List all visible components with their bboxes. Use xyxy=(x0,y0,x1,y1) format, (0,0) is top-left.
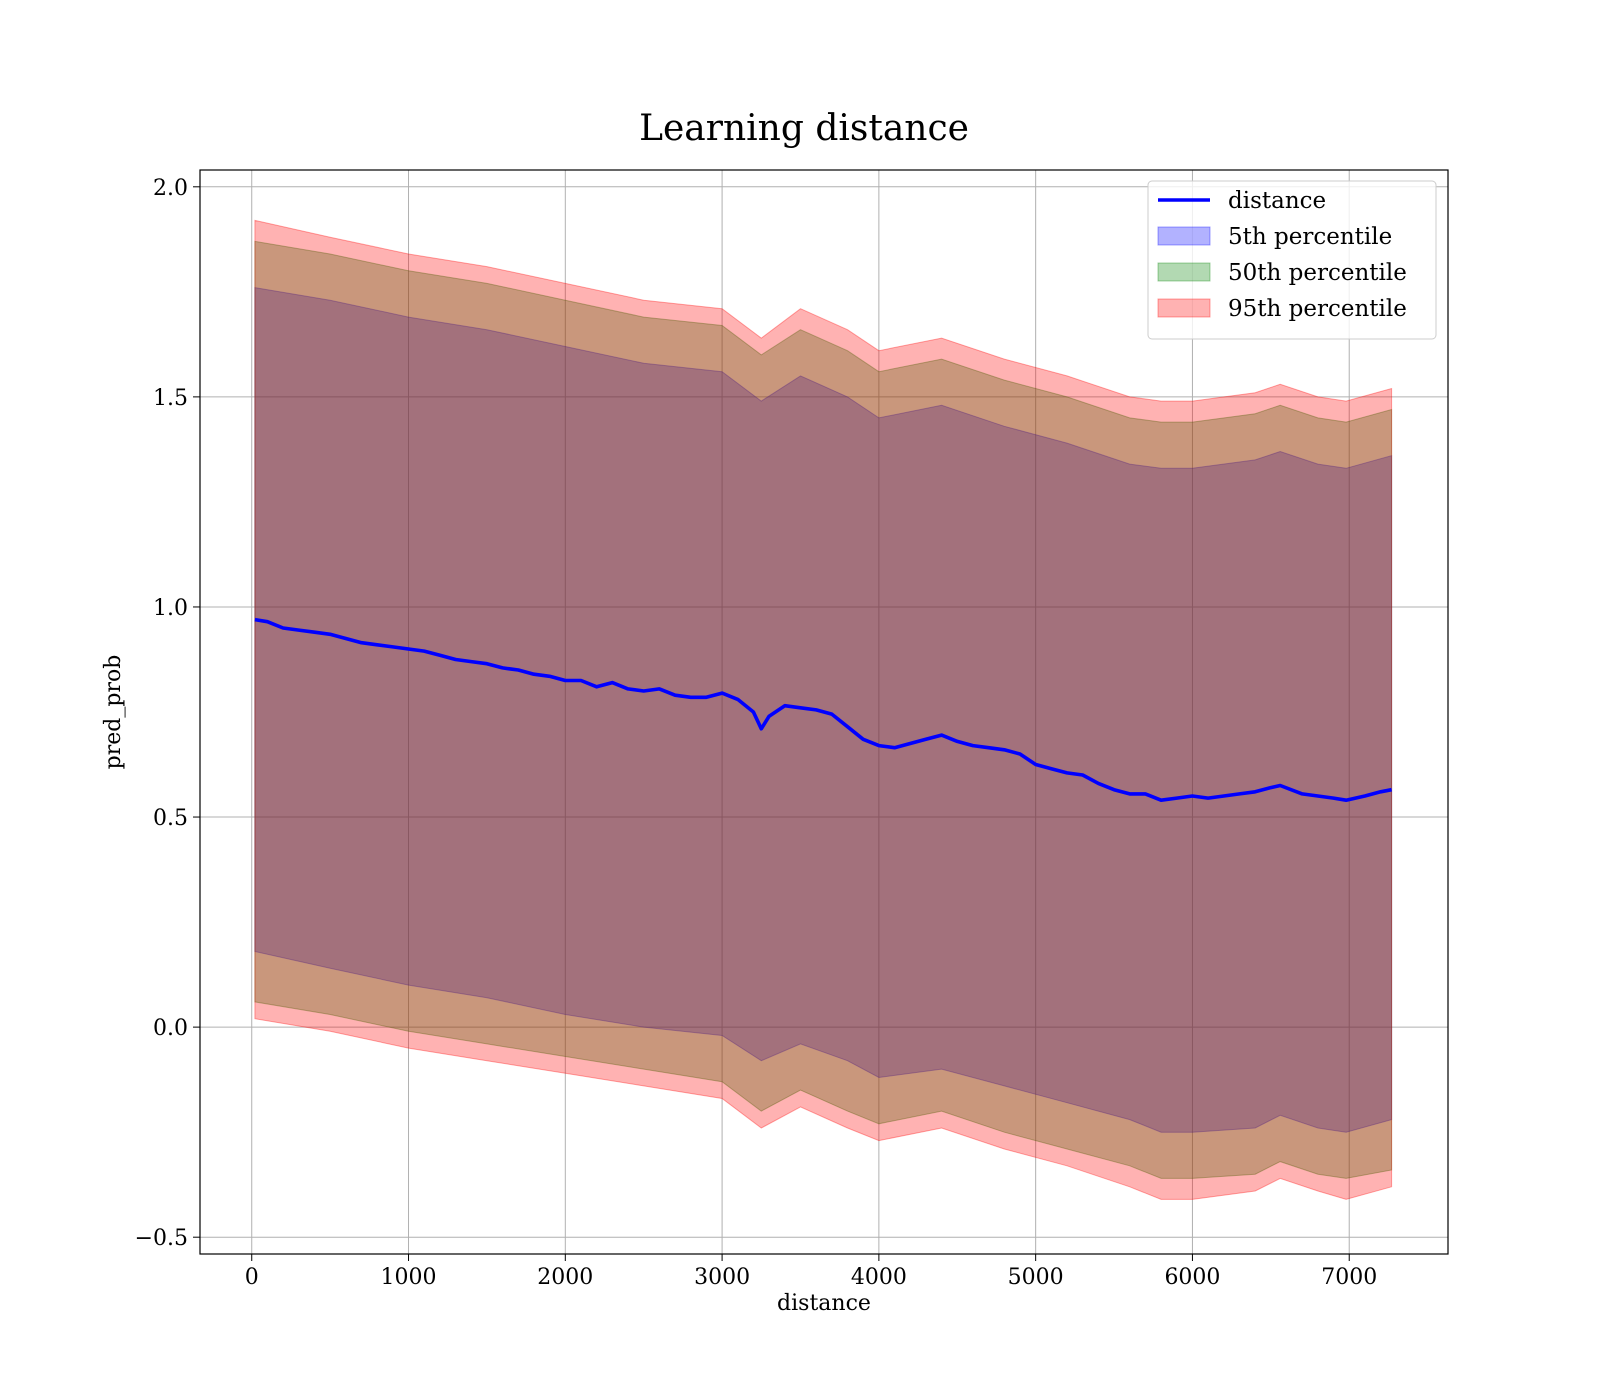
legend-patch-swatch xyxy=(1157,262,1211,282)
percentile-bands xyxy=(254,219,1393,1200)
line-series-0 xyxy=(254,617,1392,802)
x-tick-label: 6000 xyxy=(1164,1265,1220,1290)
legend-label: 5th percentile xyxy=(1228,224,1392,250)
legend-patch-swatch xyxy=(1157,298,1211,318)
x-tick-label: 0 xyxy=(245,1265,259,1290)
x-tick-label: 1000 xyxy=(381,1265,437,1290)
legend-patch-swatch xyxy=(1157,226,1211,246)
y-tick-label: 2.0 xyxy=(153,176,188,201)
x-axis-ticks: 0 1000 2000 3000 4000 5000 6000 7000 xyxy=(245,1254,1377,1290)
legend-box xyxy=(1147,180,1437,340)
y-axis-label: pred_prob xyxy=(101,655,126,770)
y-tick-label: 1.0 xyxy=(153,596,188,621)
chart-title: Learning distance xyxy=(639,108,969,149)
x-tick-label: 5000 xyxy=(1008,1265,1064,1290)
y-tick-label: 0.0 xyxy=(153,1016,188,1041)
gridlines xyxy=(200,170,1448,1254)
x-tick-label: 3000 xyxy=(694,1265,750,1290)
x-axis-label: distance xyxy=(777,1291,871,1316)
legend-label: 50th percentile xyxy=(1228,260,1407,286)
legend: distance 5th percentile 50th percentile 95t… xyxy=(1147,180,1437,340)
x-tick-label: 4000 xyxy=(851,1265,907,1290)
plot-frame xyxy=(199,169,1449,1255)
band-series-2 xyxy=(254,240,1393,1179)
y-tick-label: 0.5 xyxy=(153,806,188,831)
y-axis-ticks: −0.5 0.0 0.5 1.0 1.5 2.0 xyxy=(135,176,200,1251)
x-tick-label: 7000 xyxy=(1321,1265,1377,1290)
band-series-3 xyxy=(254,219,1393,1200)
y-tick-label: −0.5 xyxy=(135,1226,188,1251)
legend-label: 95th percentile xyxy=(1228,296,1407,322)
legend-label: distance xyxy=(1228,188,1326,214)
x-tick-label: 2000 xyxy=(537,1265,593,1290)
band-series-1 xyxy=(254,287,1393,1133)
series-lines xyxy=(254,617,1392,802)
y-tick-label: 1.5 xyxy=(153,386,188,411)
